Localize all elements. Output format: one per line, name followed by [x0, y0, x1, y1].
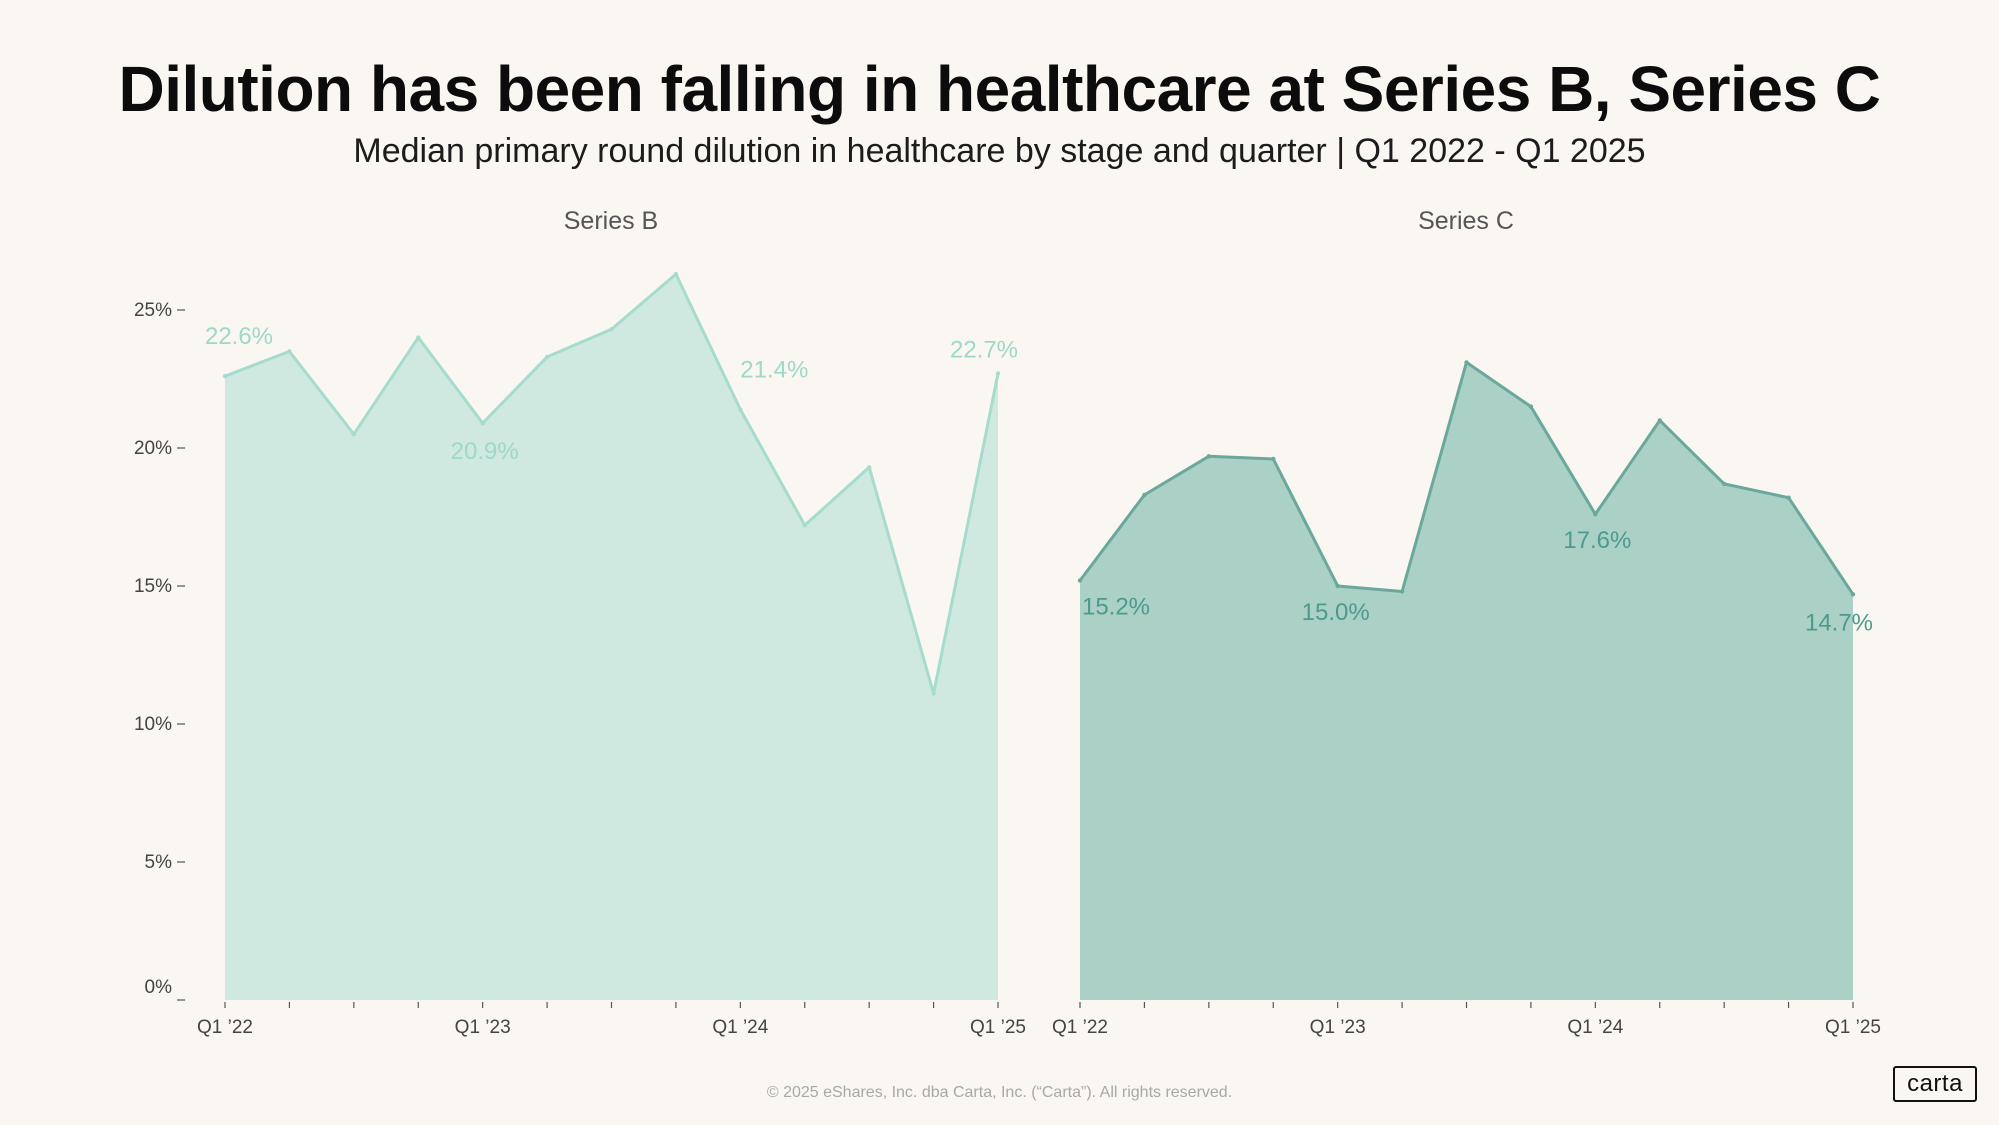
series-c-data-label: 14.7% — [1805, 609, 1873, 636]
y-axis-tick-label: 20% — [134, 438, 172, 459]
series-c-data-point — [1850, 592, 1856, 597]
series-b-data-point — [867, 465, 872, 470]
y-axis-tick-label: 25% — [134, 300, 172, 321]
x-axis-tick-label: Q1 ’25 — [1825, 1017, 1881, 1038]
series-b-data-point — [931, 691, 936, 696]
series-b-data-point — [351, 432, 356, 437]
series-b-data-point — [480, 421, 485, 426]
series-c-data-point — [1528, 404, 1534, 409]
series-c-data-point — [1464, 360, 1469, 365]
series-b-data-point — [222, 374, 228, 379]
series-b-data-point — [995, 371, 1001, 376]
series-b-data-label: 21.4% — [740, 356, 808, 383]
x-axis-tick-label: Q1 ’23 — [455, 1017, 511, 1038]
series-b-data-point — [416, 335, 421, 340]
series-b-data-point — [609, 327, 614, 332]
copyright-footer: © 2025 eShares, Inc. dba Carta, Inc. (“C… — [766, 1084, 1233, 1101]
series-c-data-point — [1142, 492, 1147, 498]
series-b-data-point — [287, 349, 292, 354]
series-c-data-point — [1593, 512, 1598, 517]
page-title: Dilution has been falling in healthcare … — [118, 53, 1881, 125]
x-axis-tick-label: Q1 ’22 — [197, 1017, 253, 1038]
series-c-data-label: 15.2% — [1082, 594, 1150, 621]
series-b-data-label: 20.9% — [451, 438, 519, 465]
carta-logo: carta — [1893, 1066, 1977, 1102]
series-b-data-point — [738, 407, 743, 412]
series-c-data-point — [1206, 454, 1212, 459]
x-axis-tick-label: Q1 ’23 — [1310, 1017, 1366, 1038]
series-c-data-point — [1657, 418, 1663, 423]
series-c-data-label: 17.6% — [1563, 527, 1631, 554]
series-c-area — [1080, 362, 1853, 1000]
y-axis-tick-label: 10% — [134, 714, 172, 735]
y-axis-tick-label: 0% — [145, 977, 173, 998]
series-b-data-point — [673, 271, 679, 277]
series-c-data-point — [1077, 578, 1083, 583]
series-b-data-point — [544, 354, 550, 360]
series-c-data-point — [1335, 583, 1340, 589]
series-b-data-label: 22.7% — [950, 337, 1018, 364]
series-c-data-point — [1786, 495, 1791, 500]
x-axis-tick-label: Q1 ’24 — [712, 1017, 768, 1038]
series-c-data-point — [1722, 481, 1727, 487]
x-axis-tick-label: Q1 ’25 — [970, 1017, 1026, 1038]
y-axis-tick-label: 15% — [134, 576, 172, 597]
series-b-data-point — [802, 523, 807, 528]
x-axis-tick-label: Q1 ’22 — [1052, 1017, 1108, 1038]
series-b-data-label: 22.6% — [205, 323, 273, 350]
series-b-panel-title: Series B — [564, 207, 658, 235]
page-subtitle: Median primary round dilution in healthc… — [353, 132, 1646, 170]
y-axis-tick-label: 5% — [145, 852, 173, 873]
x-axis-tick-label: Q1 ’24 — [1567, 1017, 1623, 1038]
series-c-data-label: 15.0% — [1302, 599, 1370, 626]
series-c-data-point — [1399, 589, 1405, 594]
series-c-panel-title: Series C — [1418, 207, 1514, 235]
series-b-area — [225, 274, 998, 1001]
series-c-data-point — [1271, 456, 1276, 462]
